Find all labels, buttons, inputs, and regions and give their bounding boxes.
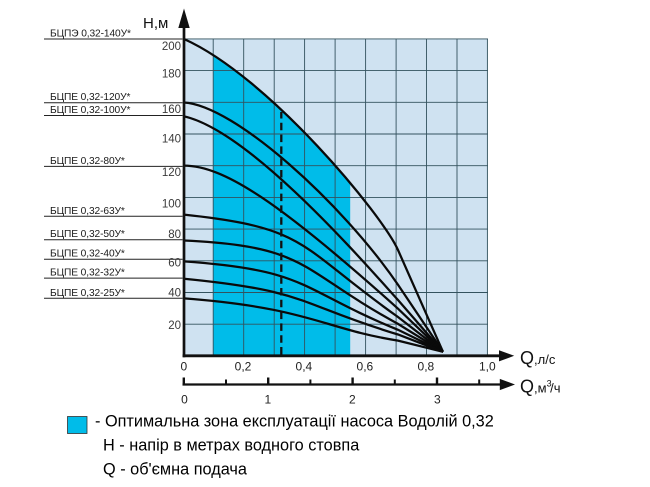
svg-text:- Оптимальна зона експлуатації: - Оптимальна зона експлуатації насоса Во… <box>95 413 494 431</box>
svg-text:120: 120 <box>162 167 181 179</box>
svg-text:1,0: 1,0 <box>479 360 496 374</box>
svg-text:Q - об'ємна подача: Q - об'ємна подача <box>103 461 248 479</box>
svg-text:БЦПЕ 0,32-40У*: БЦПЕ 0,32-40У* <box>50 249 125 260</box>
svg-text:180: 180 <box>162 68 181 80</box>
svg-text:0: 0 <box>180 360 187 374</box>
svg-text:20: 20 <box>168 320 181 332</box>
svg-text:БЦПЕ 0,32-120У*: БЦПЕ 0,32-120У* <box>50 92 130 103</box>
svg-text:0,8: 0,8 <box>418 360 435 374</box>
svg-text:Q,м3/ч: Q,м3/ч <box>520 377 560 397</box>
svg-text:БЦПЭ 0,32-140У*: БЦПЭ 0,32-140У* <box>50 29 131 40</box>
svg-text:Н - напір в метрах водного сто: Н - напір в метрах водного стовпа <box>103 437 360 455</box>
svg-text:0,2: 0,2 <box>235 360 252 374</box>
svg-text:140: 140 <box>162 133 181 145</box>
svg-text:0: 0 <box>181 392 188 406</box>
svg-text:60: 60 <box>168 258 181 270</box>
svg-text:0,4: 0,4 <box>296 360 313 374</box>
svg-text:БЦПЕ 0,32-80У*: БЦПЕ 0,32-80У* <box>50 156 125 167</box>
svg-text:200: 200 <box>162 41 181 53</box>
svg-text:160: 160 <box>162 104 181 116</box>
svg-text:1: 1 <box>265 392 272 406</box>
svg-text:БЦПЕ 0,32-32У*: БЦПЕ 0,32-32У* <box>50 268 125 279</box>
svg-text:80: 80 <box>168 229 181 241</box>
svg-text:БЦПЕ 0,32-50У*: БЦПЕ 0,32-50У* <box>50 229 125 240</box>
svg-text:40: 40 <box>168 288 181 300</box>
svg-text:БЦПЕ 0,32-100У*: БЦПЕ 0,32-100У* <box>50 105 130 116</box>
svg-text:2: 2 <box>349 392 356 406</box>
svg-text:БЦПЕ 0,32-25У*: БЦПЕ 0,32-25У* <box>50 288 125 299</box>
svg-text:Q,л/с: Q,л/с <box>520 348 556 368</box>
svg-text:100: 100 <box>162 199 181 211</box>
svg-text:Н,м: Н,м <box>143 15 168 32</box>
svg-text:3: 3 <box>434 392 441 406</box>
svg-text:БЦПЕ 0,32-63У*: БЦПЕ 0,32-63У* <box>50 206 125 217</box>
svg-text:0,6: 0,6 <box>357 360 374 374</box>
